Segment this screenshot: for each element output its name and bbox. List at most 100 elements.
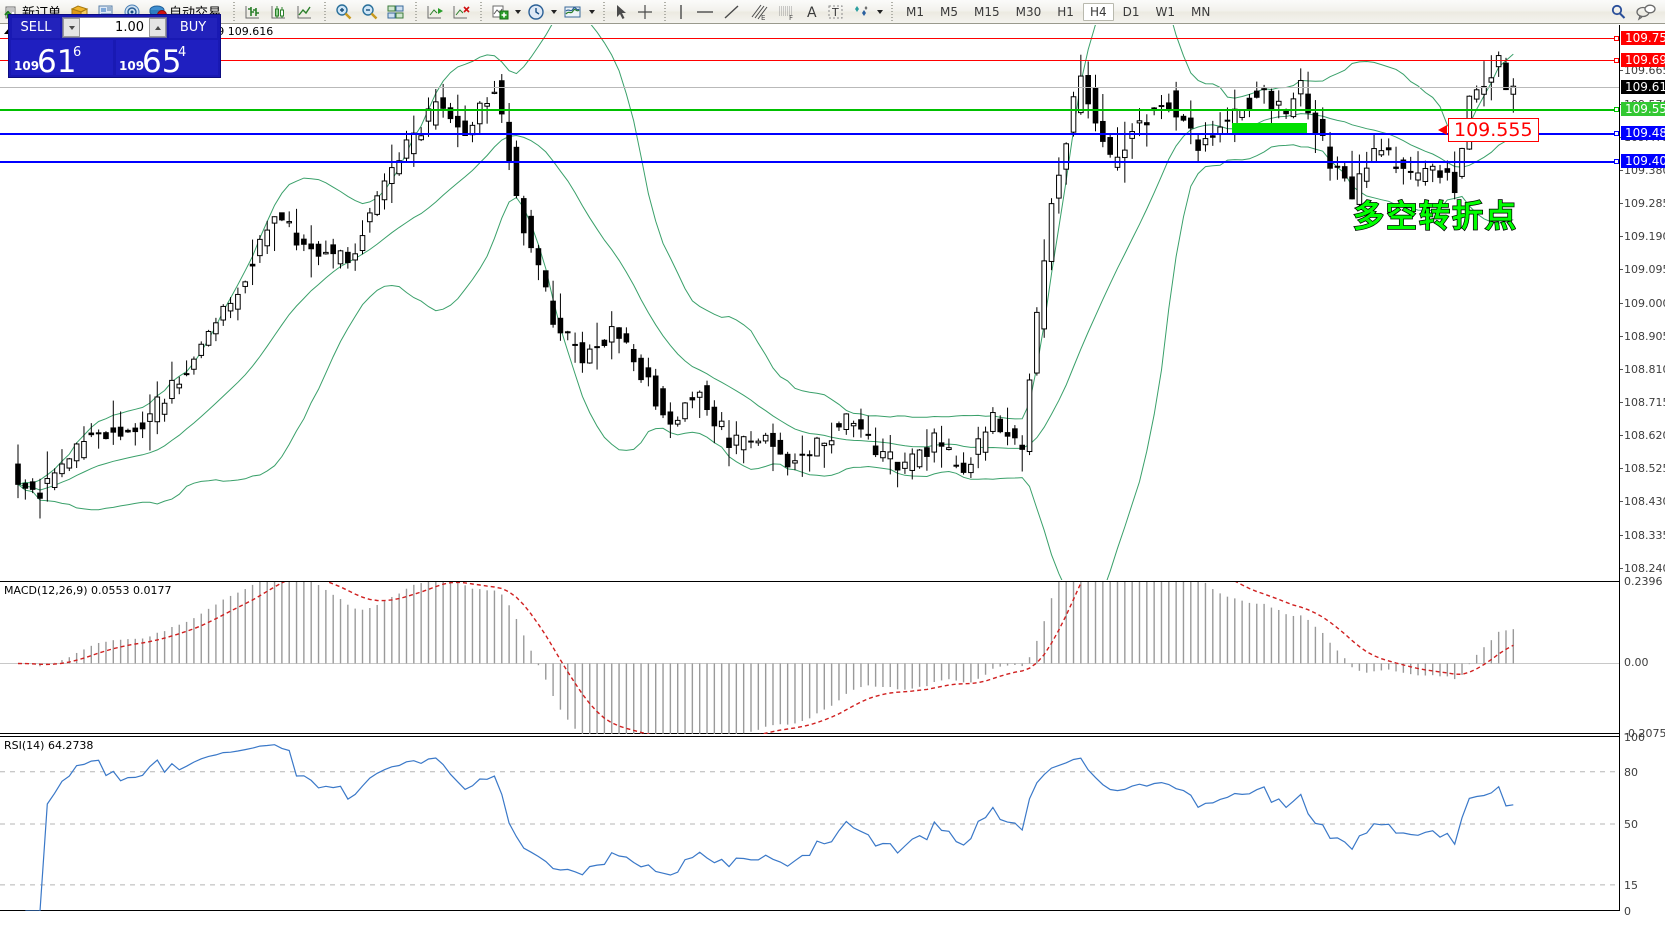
text-button[interactable]: A (802, 1, 822, 23)
trendline-button[interactable] (720, 1, 744, 23)
line-handle[interactable] (1614, 106, 1619, 112)
price-level-line[interactable] (0, 159, 1619, 165)
price-level-line[interactable] (0, 57, 1619, 63)
vertical-line-button[interactable] (672, 1, 690, 23)
zoom-out-button[interactable] (358, 1, 382, 23)
fibonacci-button[interactable]: F (774, 1, 800, 23)
line-handle[interactable] (1614, 36, 1619, 42)
price-level-line[interactable] (0, 87, 1619, 89)
macd-tick: 0.00 (1624, 656, 1649, 670)
macd-tick: 0.2396 (1624, 575, 1663, 588)
fibonacci-icon: F (776, 3, 798, 21)
search-button[interactable] (1607, 1, 1631, 23)
chart-annotation-text[interactable]: 多空转折点 (1352, 199, 1518, 235)
period-button[interactable] (524, 1, 548, 23)
price-pane[interactable]: USDJPY-,H4 109.647 109.654 109.599 109.6… (0, 0, 1619, 616)
trendline-icon (722, 3, 742, 21)
timeframe-m1[interactable]: M1 (906, 4, 925, 19)
price-level-line[interactable] (0, 36, 1619, 42)
toolbar-separator (600, 1, 608, 22)
candlestick-chart-button[interactable] (267, 1, 291, 23)
toolbar-separator (888, 1, 896, 22)
period-dropdown-arrow[interactable] (549, 2, 559, 22)
rsi-tick: 80 (1624, 765, 1638, 779)
timeframe-w1[interactable]: W1 (1155, 4, 1176, 19)
timeframe-h1[interactable]: H1 (1057, 4, 1074, 19)
price-level-label[interactable]: 109.555 (1621, 101, 1665, 116)
price-level-label[interactable]: 109.616 (1621, 80, 1665, 95)
horizontal-line-button[interactable] (692, 1, 718, 23)
crosshair-button[interactable] (633, 1, 657, 23)
indicators-button[interactable] (488, 1, 512, 23)
macd-label: MACD(12,26,9) 0.0553 0.0177 (4, 584, 172, 597)
text-label-icon: T (826, 3, 846, 21)
line-handle[interactable] (1614, 130, 1619, 136)
shapes-button[interactable] (850, 1, 874, 23)
equidistant-channel-button[interactable]: E (746, 1, 772, 23)
volume-value[interactable]: 1.00 (115, 20, 144, 35)
zoom-in-button[interactable] (332, 1, 356, 23)
price-level-label[interactable]: 109.487 (1621, 125, 1665, 140)
sell-price-fraction: 6 (73, 45, 82, 60)
horizontal-line-icon (694, 3, 716, 21)
macd-pane[interactable]: MACD(12,26,9) 0.0553 0.0177 (0, 507, 1619, 751)
price-level-label[interactable]: 109.405 (1621, 154, 1665, 169)
price-tick: 109.665 (1620, 65, 1665, 76)
volume-stepper[interactable]: 1.00 (62, 17, 167, 38)
sell-button[interactable]: SELL (12, 17, 60, 38)
cursor-button[interactable] (611, 1, 631, 23)
line-handle[interactable] (1614, 57, 1619, 63)
macd-tick: -0.2075 (1624, 727, 1665, 740)
clock-icon (526, 3, 546, 21)
chat-button[interactable] (1633, 1, 1659, 23)
sell-price-major: 61 (37, 44, 77, 80)
bar-chart-button[interactable] (241, 1, 265, 23)
buy-price-major: 65 (142, 44, 182, 80)
rsi-tick: 15 (1624, 878, 1638, 892)
volume-increase-button[interactable] (149, 18, 166, 37)
price-tick: 108.335 (1620, 530, 1665, 541)
buy-price-display[interactable]: 109 65 4 (116, 40, 218, 79)
price-level-line[interactable] (0, 130, 1619, 136)
rsi-pane[interactable]: RSI(14) 64.2738 (0, 736, 1619, 912)
line-chart-button[interactable] (293, 1, 317, 23)
timeframe-m30[interactable]: M30 (1015, 4, 1042, 19)
price-level-label[interactable]: 109.695 (1621, 52, 1665, 67)
shift-chart-button[interactable] (423, 1, 447, 23)
vertical-line-icon (674, 3, 688, 21)
one-click-trading-panel[interactable]: SELL 1.00 BUY 109 61 6 109 65 4 (8, 14, 221, 79)
rsi-label: RSI(14) 64.2738 (4, 739, 94, 752)
toolbar-separator (412, 1, 420, 22)
tile-windows-button[interactable] (384, 1, 408, 23)
line-handle[interactable] (1614, 159, 1619, 165)
oct-top-row: SELL 1.00 BUY (9, 15, 220, 40)
green-highlight-box[interactable] (1232, 123, 1307, 133)
shapes-dropdown-arrow[interactable] (875, 2, 885, 22)
price-level-label[interactable]: 109.757 (1621, 31, 1665, 46)
price-scale[interactable]: 109.665109.570109.475109.380109.285109.1… (1619, 25, 1665, 917)
buy-button[interactable]: BUY (169, 17, 217, 38)
auto-scroll-button[interactable] (449, 1, 473, 23)
sell-price-display[interactable]: 109 61 6 (11, 40, 113, 79)
price-level-line[interactable] (0, 106, 1619, 112)
timeframe-group: M1 M5 M15 M30 H1 H4 D1 W1 MN (898, 2, 1218, 21)
templates-button[interactable] (560, 1, 586, 23)
timeframe-m5[interactable]: M5 (940, 4, 959, 19)
timeframe-d1[interactable]: D1 (1122, 4, 1140, 19)
timeframe-m15[interactable]: M15 (974, 4, 1000, 19)
price-callout-label[interactable]: 109.555 (1448, 118, 1539, 142)
text-label-button[interactable]: T (824, 1, 848, 23)
indicators-dropdown-arrow[interactable] (513, 2, 523, 22)
price-tick: 108.810 (1620, 364, 1665, 375)
svg-text:T: T (831, 6, 839, 19)
callout-arrow-icon (1438, 125, 1447, 135)
timeframe-mn[interactable]: MN (1191, 4, 1211, 19)
timeframe-h4[interactable]: H4 (1082, 2, 1114, 21)
price-tick: 109.000 (1620, 298, 1665, 309)
navigator-button[interactable] (120, 1, 144, 23)
volume-decrease-button[interactable] (63, 18, 80, 37)
line-chart-icon (295, 3, 315, 21)
templates-dropdown-arrow[interactable] (587, 2, 597, 22)
price-tick: 108.715 (1620, 397, 1665, 408)
